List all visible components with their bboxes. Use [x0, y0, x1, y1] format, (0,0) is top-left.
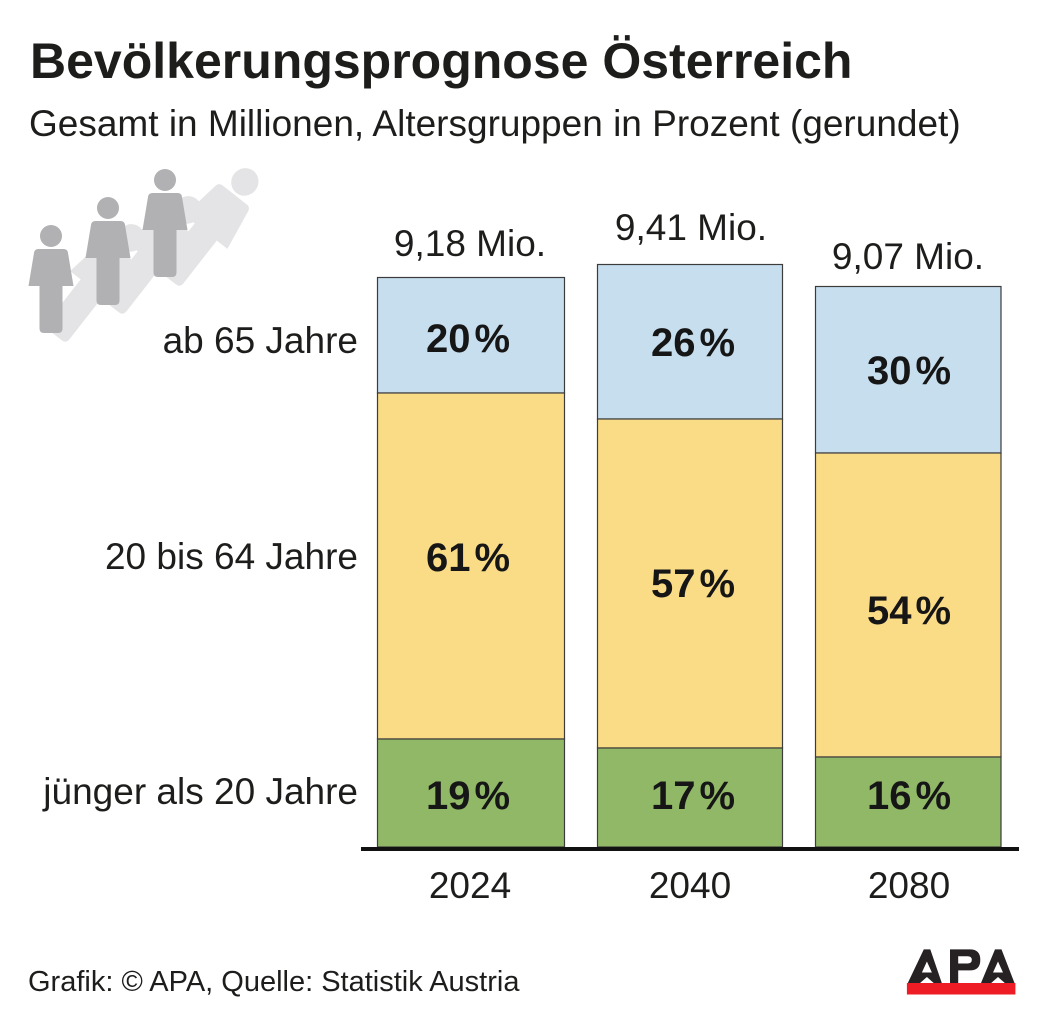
- svg-text:16%: 16%: [867, 774, 951, 818]
- svg-text:30%: 30%: [867, 349, 951, 393]
- svg-text:9,18 Mio.: 9,18 Mio.: [394, 223, 546, 264]
- svg-text:17%: 17%: [651, 774, 735, 818]
- svg-text:19%: 19%: [426, 774, 510, 818]
- svg-text:Bevölkerungsprognose Österreic: Bevölkerungsprognose Österreich: [30, 33, 852, 89]
- svg-text:2024: 2024: [429, 865, 511, 906]
- svg-text:26%: 26%: [651, 321, 735, 365]
- svg-text:2080: 2080: [868, 865, 950, 906]
- svg-text:2040: 2040: [649, 865, 731, 906]
- svg-text:jünger als 20 Jahre: jünger als 20 Jahre: [42, 771, 358, 812]
- svg-text:61%: 61%: [426, 536, 510, 580]
- svg-text:9,41 Mio.: 9,41 Mio.: [615, 207, 767, 248]
- svg-text:57%: 57%: [651, 562, 735, 606]
- svg-text:20%: 20%: [426, 317, 510, 361]
- svg-text:20 bis 64 Jahre: 20 bis 64 Jahre: [105, 536, 358, 577]
- svg-text:54%: 54%: [867, 589, 951, 633]
- svg-text:Grafik: © APA, Quelle: Statist: Grafik: © APA, Quelle: Statistik Austria: [28, 966, 520, 998]
- svg-text:Gesamt in Millionen, Altersgru: Gesamt in Millionen, Altersgruppen in Pr…: [29, 103, 961, 144]
- svg-text:ab 65 Jahre: ab 65 Jahre: [163, 320, 358, 361]
- svg-text:9,07 Mio.: 9,07 Mio.: [832, 236, 984, 277]
